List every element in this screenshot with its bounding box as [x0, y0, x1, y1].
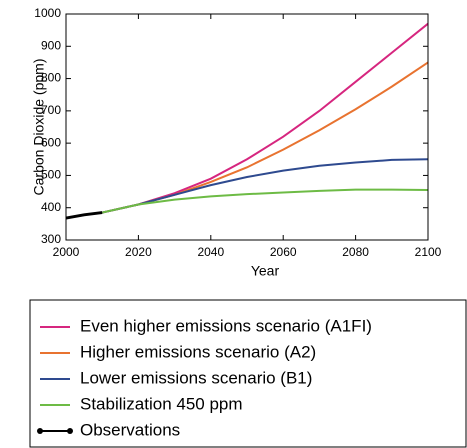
legend-box	[29, 299, 467, 448]
y-tick-label: 300	[41, 232, 61, 246]
x-axis-label: Year	[251, 263, 280, 279]
y-tick-label: 500	[41, 168, 61, 182]
y-tick-label: 1000	[34, 6, 61, 20]
y-tick-label: 700	[41, 103, 61, 117]
y-tick-label: 800	[41, 71, 61, 85]
legend-dot	[37, 428, 43, 434]
x-tick-label: 2100	[415, 245, 442, 259]
x-tick-label: 2080	[342, 245, 369, 259]
x-tick-label: 2060	[270, 245, 297, 259]
legend-label: Even higher emissions scenario (A1FI)	[80, 316, 372, 335]
x-tick-label: 2000	[53, 245, 80, 259]
x-tick-label: 2040	[197, 245, 224, 259]
series-line	[65, 211, 103, 220]
plot-frame	[65, 13, 429, 241]
series-line	[101, 158, 429, 214]
legend-label: Stabilization 450 ppm	[80, 394, 243, 413]
y-tick-label: 900	[41, 38, 61, 52]
y-tick-label: 600	[41, 135, 61, 149]
x-tick-label: 2020	[125, 245, 152, 259]
series-line	[101, 188, 429, 214]
legend-label: Observations	[80, 420, 180, 439]
y-tick-label: 400	[41, 200, 61, 214]
legend-dot	[67, 428, 73, 434]
series-line	[101, 22, 429, 214]
legend-label: Higher emissions scenario (A2)	[80, 342, 316, 361]
y-axis-label: Carbon Dioxide (ppm)	[31, 59, 47, 196]
legend-label: Lower emissions scenario (B1)	[80, 368, 312, 387]
